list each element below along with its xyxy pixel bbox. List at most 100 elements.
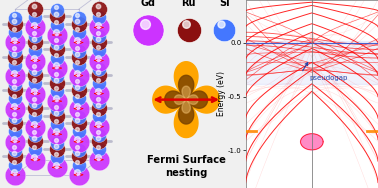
Point	[96, 140, 102, 143]
Point	[94, 13, 101, 16]
Point	[96, 49, 102, 52]
Point	[96, 26, 102, 29]
Point	[31, 46, 37, 49]
Point	[31, 155, 37, 158]
Point	[12, 155, 18, 158]
Point	[74, 13, 80, 16]
Point	[221, 29, 227, 32]
Point	[76, 49, 82, 52]
Point	[53, 72, 59, 75]
Text: Fermi Surface
nesting: Fermi Surface nesting	[147, 155, 226, 178]
Point	[11, 104, 17, 107]
Point	[11, 28, 17, 31]
Point	[96, 92, 102, 95]
Point	[31, 38, 37, 41]
Point	[53, 86, 59, 89]
Point	[142, 23, 148, 26]
Point	[94, 38, 101, 41]
Point	[94, 23, 101, 26]
Point	[12, 49, 18, 52]
Point	[12, 82, 18, 85]
Point	[33, 67, 39, 70]
Point	[183, 23, 189, 26]
Polygon shape	[182, 100, 191, 113]
Point	[53, 53, 59, 56]
Point	[31, 71, 37, 74]
Point	[94, 137, 101, 140]
Point	[96, 34, 102, 37]
Point	[76, 97, 82, 100]
Point	[53, 153, 59, 156]
Point	[145, 29, 151, 32]
Point	[96, 107, 102, 110]
Point	[74, 160, 80, 163]
Point	[54, 108, 60, 111]
Point	[94, 5, 101, 8]
Point	[33, 133, 39, 136]
Point	[94, 31, 101, 34]
Point	[96, 125, 102, 128]
Point	[54, 15, 60, 18]
Point	[76, 64, 82, 67]
Point	[31, 13, 37, 16]
Point	[74, 46, 80, 49]
Point	[74, 146, 80, 149]
Polygon shape	[186, 95, 198, 104]
Point	[74, 71, 80, 74]
Point	[94, 71, 101, 74]
Point	[12, 107, 18, 110]
Point	[94, 98, 101, 101]
Point	[12, 41, 18, 44]
Point	[31, 131, 37, 134]
Point	[54, 114, 60, 117]
Point	[96, 158, 102, 161]
Point	[54, 56, 60, 59]
Point	[12, 140, 18, 143]
Point	[53, 20, 59, 23]
Point	[31, 112, 37, 115]
Point	[54, 9, 60, 12]
Point	[11, 20, 17, 23]
Polygon shape	[174, 100, 198, 138]
Point	[76, 130, 82, 133]
Point	[31, 23, 37, 26]
Point	[12, 64, 18, 67]
Point	[53, 45, 59, 48]
Point	[54, 33, 60, 36]
Point	[76, 163, 82, 166]
Point	[76, 155, 82, 158]
Polygon shape	[186, 86, 220, 113]
Point	[54, 75, 60, 78]
Point	[31, 64, 37, 67]
Point	[54, 133, 60, 136]
Point	[96, 16, 102, 19]
Polygon shape	[301, 134, 323, 150]
Polygon shape	[178, 75, 194, 100]
Point	[76, 89, 82, 92]
Point	[11, 171, 17, 174]
Point	[53, 31, 59, 34]
Point	[74, 137, 80, 140]
Point	[31, 79, 37, 82]
Point	[12, 22, 18, 25]
Point	[11, 38, 17, 41]
Point	[33, 34, 39, 37]
Point	[54, 23, 60, 26]
Point	[12, 173, 18, 176]
Text: Ru: Ru	[181, 0, 196, 8]
Point	[31, 89, 37, 92]
Point	[53, 105, 59, 108]
Polygon shape	[165, 91, 186, 108]
Polygon shape	[182, 86, 191, 100]
Point	[76, 31, 82, 34]
Point	[76, 22, 82, 25]
Point	[53, 163, 59, 166]
Point	[33, 59, 39, 62]
Point	[53, 12, 59, 15]
Point	[218, 23, 224, 26]
Point	[96, 67, 102, 70]
Point	[96, 7, 102, 10]
Point	[54, 100, 60, 103]
Point	[94, 112, 101, 115]
Bar	[246, 41, 378, 84]
